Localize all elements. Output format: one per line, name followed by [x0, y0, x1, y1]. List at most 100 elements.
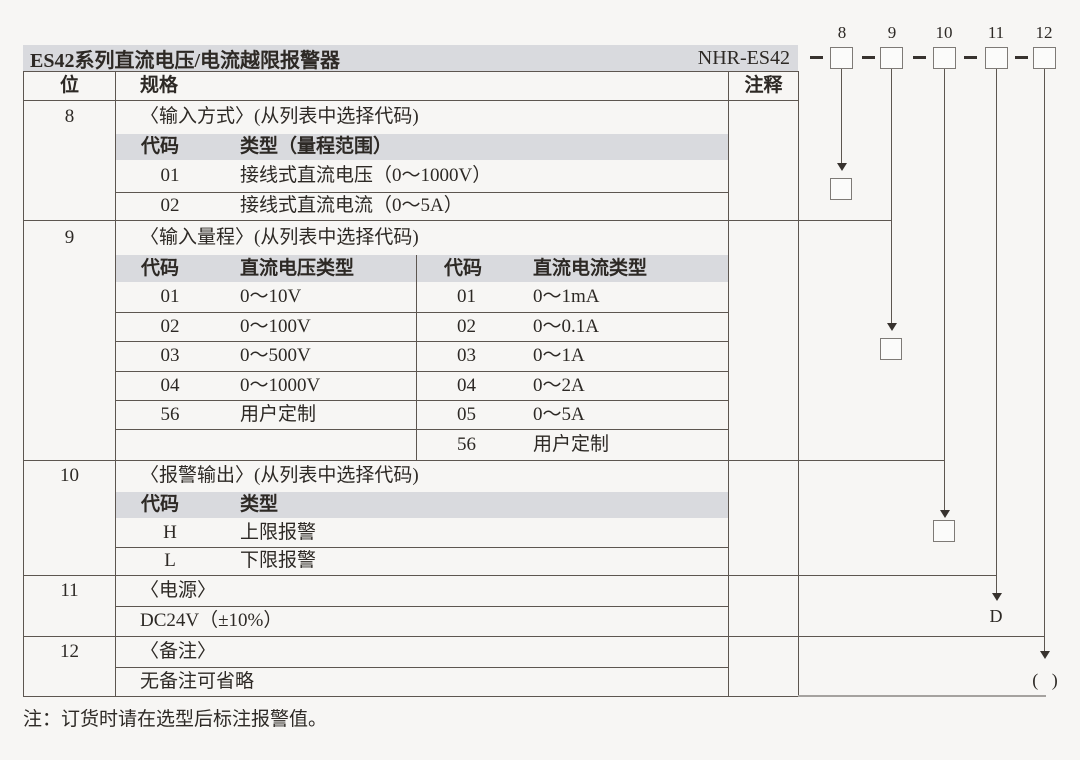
row9-right-type: 用户定制 — [533, 434, 610, 455]
page-title: ES42系列直流电压/电流越限报警器 — [30, 49, 341, 72]
subheader-band-row9 — [116, 255, 728, 282]
row9-left-type: 用户定制 — [240, 404, 317, 425]
table-bottom-border — [23, 696, 799, 697]
row8-option-type: 接线式直流电流（0～5A） — [240, 195, 463, 216]
table-right-border — [798, 71, 799, 696]
row9-right-type: 0～1A — [533, 345, 585, 366]
arrowhead-8 — [837, 163, 847, 171]
row9-left-type-header: 直流电压类型 — [240, 258, 355, 279]
sub-divider — [115, 400, 728, 401]
sub-divider — [115, 429, 728, 430]
bottom-extension-line — [798, 695, 1046, 697]
row-extension-line-8 — [798, 220, 892, 221]
sub-divider — [115, 192, 728, 193]
row9-right-code-header: 代码 — [444, 258, 483, 279]
row8-option-code: 02 — [160, 195, 180, 216]
row9-left-code: 02 — [160, 316, 180, 337]
sub-divider — [115, 667, 728, 668]
row12-pos: 12 — [60, 641, 79, 662]
arrowhead-10 — [940, 510, 950, 518]
row9-right-code: 02 — [457, 316, 476, 337]
row9-right-type: 0～1mA — [533, 286, 600, 307]
row11-spec: 〈电源〉 — [140, 580, 217, 601]
code-box-10 — [933, 47, 956, 69]
dash-separator — [862, 56, 875, 59]
row10-code-header: 代码 — [141, 494, 180, 515]
row8-option-code: 01 — [160, 165, 180, 186]
row10-option-code: L — [164, 550, 176, 571]
row9-spec: 〈输入量程〉(从列表中选择代码) — [140, 227, 419, 248]
row9-left-code-header: 代码 — [141, 258, 180, 279]
pos-column-divider — [115, 71, 116, 696]
position-label-11: 11 — [987, 23, 1005, 42]
row10-spec: 〈报警输出〉(从列表中选择代码) — [140, 465, 419, 486]
model-prefix: NHR-ES42 — [697, 46, 790, 69]
row8-type-header: 类型（量程范围） — [240, 136, 393, 157]
position-label-10: 10 — [935, 23, 953, 42]
row10-type-header: 类型 — [240, 494, 279, 515]
sub-divider — [115, 312, 728, 313]
row8-row9-divider — [23, 220, 799, 221]
code-box-11 — [985, 47, 1008, 69]
target-box-10 — [933, 520, 955, 542]
row9-left-code: 04 — [160, 375, 180, 396]
code-box-8 — [830, 47, 853, 69]
row9-right-type: 0～5A — [533, 404, 585, 425]
table-top-border — [23, 71, 799, 72]
row-extension-line-11 — [798, 636, 1045, 637]
sub-divider — [115, 547, 728, 548]
row8-option-type: 接线式直流电压（0～1000V） — [240, 165, 492, 186]
dash-separator — [1015, 56, 1028, 59]
title-bar: ES42系列直流电压/电流越限报警器 NHR-ES42 — [23, 45, 798, 72]
row9-left-code: 03 — [160, 345, 180, 366]
row11-pos: 11 — [60, 580, 79, 601]
note-column-divider — [728, 71, 729, 696]
remark-parens: ( ) — [1032, 670, 1058, 690]
row9-left-type: 0～500V — [240, 345, 311, 366]
arrowhead-9 — [887, 323, 897, 331]
row9-right-code: 56 — [457, 434, 476, 455]
power-code-label: D — [989, 606, 1003, 626]
col-header-note: 注释 — [744, 75, 783, 96]
row9-left-code: 01 — [160, 286, 180, 307]
row10-pos: 10 — [60, 465, 79, 486]
row10-option-code: H — [163, 522, 177, 543]
arrowhead-12 — [1040, 651, 1050, 659]
dash-separator — [913, 56, 926, 59]
position-label-9: 9 — [887, 23, 897, 42]
row9-right-type-header: 直流电流类型 — [533, 258, 648, 279]
dash-separator — [810, 56, 823, 59]
dash-separator — [964, 56, 977, 59]
row9-right-code: 03 — [457, 345, 476, 366]
leader-line-12 — [1044, 69, 1045, 651]
row9-right-code: 05 — [457, 404, 476, 425]
leader-line-11 — [996, 69, 997, 593]
row10-option-type: 下限报警 — [240, 550, 317, 571]
target-box-9 — [880, 338, 902, 360]
row11-value: DC24V（±10%） — [140, 610, 283, 631]
row9-right-type: 0～2A — [533, 375, 585, 396]
subheader-band-row10 — [116, 492, 728, 518]
sub-divider — [115, 341, 728, 342]
row-extension-line-9 — [798, 460, 945, 461]
row11-row12-divider — [23, 636, 799, 637]
row9-right-code: 04 — [457, 375, 476, 396]
row9-left-code: 56 — [160, 404, 180, 425]
position-label-8: 8 — [837, 23, 847, 42]
row8-spec: 〈输入方式〉(从列表中选择代码) — [140, 106, 419, 127]
sub-divider — [115, 371, 728, 372]
header-row-divider — [23, 100, 799, 101]
row12-value: 无备注可省略 — [140, 671, 255, 692]
row-extension-line-10 — [798, 575, 997, 576]
col-header-spec: 规格 — [140, 75, 179, 96]
row9-row10-divider — [23, 460, 799, 461]
position-label-12: 12 — [1035, 23, 1053, 42]
row8-pos: 8 — [64, 106, 75, 127]
table-left-border — [23, 71, 24, 696]
target-box-8 — [830, 178, 852, 200]
row9-left-type: 0～10V — [240, 286, 302, 307]
row9-left-type: 0～1000V — [240, 375, 321, 396]
leader-line-10 — [944, 69, 945, 510]
row9-right-code: 01 — [457, 286, 476, 307]
